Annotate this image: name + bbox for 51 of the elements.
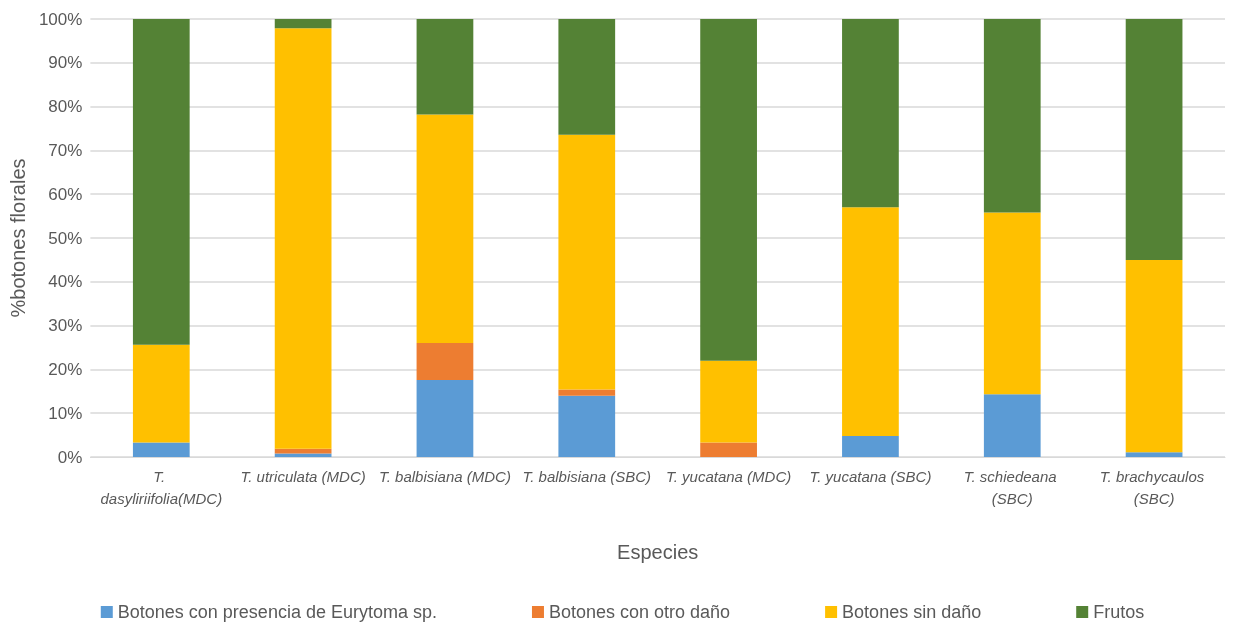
bar (274, 28, 332, 449)
bar (274, 19, 332, 29)
bar (558, 395, 616, 457)
y-tick-label: 20% (48, 359, 83, 379)
bar (416, 114, 474, 344)
y-axis-title: %botones florales (7, 158, 29, 318)
bar (1125, 452, 1183, 457)
bar (983, 19, 1041, 213)
x-tick-label: T. balbisiana (SBC) (522, 467, 652, 485)
x-tick-label: T. schiedeana (SBC) (963, 467, 1061, 507)
x-tick-label: T. brachycaulos (SBC) (1099, 467, 1209, 507)
y-tick-label: 100% (38, 9, 83, 29)
bar (983, 212, 1041, 395)
x-tick-label: T. yucatana (SBC) (809, 467, 932, 485)
y-tick-label: 70% (48, 140, 83, 160)
bar (1125, 19, 1183, 260)
bar (558, 134, 616, 390)
bar (1125, 259, 1183, 453)
legend-label: Botones con presencia de Eurytoma sp. (117, 602, 437, 622)
bar (132, 344, 190, 443)
bar (132, 19, 190, 345)
y-tick-label: 50% (48, 228, 83, 248)
y-tick-label: 30% (48, 316, 83, 336)
x-tick-label: T. balbisiana (MDC) (378, 467, 511, 485)
bar (416, 19, 474, 115)
x-tick-label: T. utriculata (MDC) (240, 467, 366, 485)
x-tick-label: T. yucatana (MDC) (665, 467, 792, 485)
legend-label: Frutos (1093, 602, 1145, 622)
bar (700, 360, 757, 443)
bar (416, 343, 474, 380)
x-tick-label: T. dasyliriifolia(MDC) (100, 467, 223, 507)
y-tick-label: 10% (48, 403, 83, 423)
legend-label: Botones sin daño (842, 602, 982, 622)
y-tick-label: 40% (48, 272, 83, 292)
y-tick-label: 60% (48, 184, 83, 204)
y-tick-label: 0% (57, 447, 83, 467)
x-axis-title: Especies (617, 541, 699, 563)
legend-label: Botones con otro daño (548, 602, 731, 622)
bar (700, 442, 757, 457)
bar (416, 379, 474, 457)
y-tick-label: 80% (48, 97, 83, 117)
bar (558, 19, 616, 135)
bar (132, 442, 190, 457)
bar (558, 389, 616, 396)
y-tick-label: 90% (48, 53, 83, 73)
bar (842, 435, 899, 457)
bar (983, 394, 1041, 457)
bar (274, 453, 332, 457)
bar (842, 19, 899, 208)
bar (700, 19, 757, 361)
bar (842, 207, 899, 436)
